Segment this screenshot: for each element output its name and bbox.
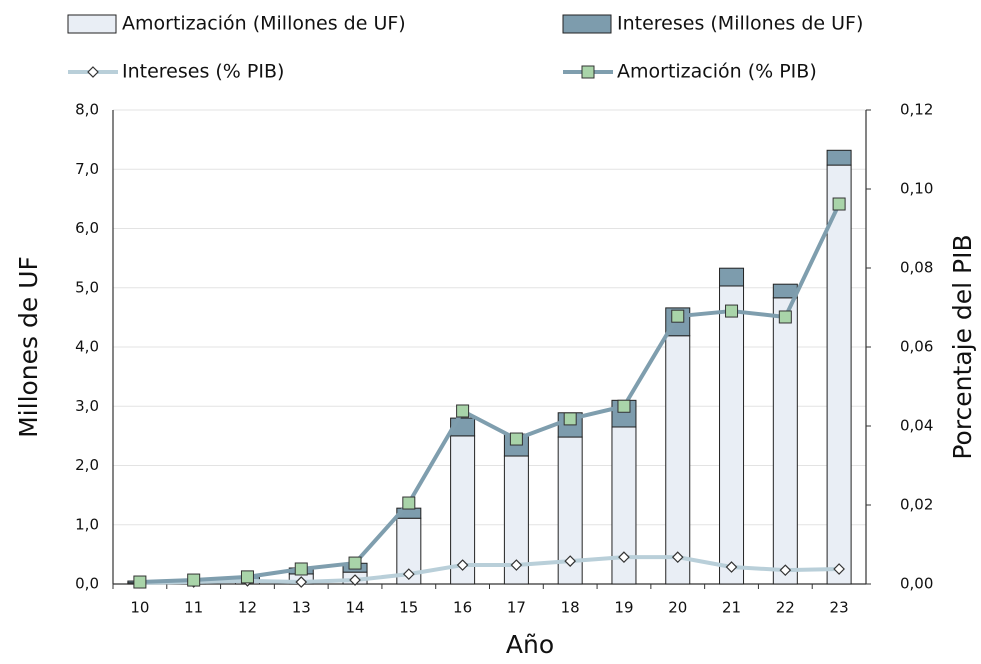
line-marker xyxy=(671,551,684,563)
line-marker xyxy=(618,551,630,563)
x-tick-label: 14 xyxy=(345,599,364,617)
x-tick-label: 15 xyxy=(399,599,418,617)
x-axis-label: Año xyxy=(506,630,554,659)
y-tick-label: 1,0 xyxy=(75,515,99,533)
legend-label: Amortización (Millones de UF) xyxy=(122,13,406,35)
line-marker xyxy=(778,310,792,324)
y2-tick-label: 0,12 xyxy=(900,101,933,119)
line xyxy=(139,203,841,585)
y2-tick-label: 0,02 xyxy=(900,496,933,514)
y2-tick-label: 0,10 xyxy=(900,180,933,198)
x-tick-label: 13 xyxy=(292,599,311,617)
bar xyxy=(665,335,691,585)
bar xyxy=(772,297,798,585)
x-tick-label: 18 xyxy=(561,599,580,617)
line-marker xyxy=(294,562,308,576)
line-marker xyxy=(402,568,415,580)
legend-swatch xyxy=(67,14,117,34)
x-tick-label: 11 xyxy=(184,599,203,617)
line-marker xyxy=(617,399,631,413)
y2-tick-label: 0,08 xyxy=(900,259,933,277)
line-marker xyxy=(671,309,685,323)
line-marker xyxy=(348,556,362,570)
x-tick-label: 20 xyxy=(668,599,687,617)
line-marker xyxy=(833,563,845,575)
line-marker xyxy=(240,570,254,584)
x-tick-label: 19 xyxy=(614,599,633,617)
line-marker xyxy=(402,496,416,510)
y-tick-label: 2,0 xyxy=(75,456,99,474)
line-marker xyxy=(832,197,846,211)
y-tick-label: 3,0 xyxy=(75,397,99,415)
y2-tick-label: 0,00 xyxy=(900,575,933,593)
line-marker xyxy=(187,573,201,587)
y-tick-label: 0,0 xyxy=(75,575,99,593)
legend-label: Intereses (Millones de UF) xyxy=(617,13,863,35)
line-marker xyxy=(509,432,523,446)
line-marker xyxy=(295,576,308,588)
line-marker xyxy=(456,404,470,418)
x-tick-label: 22 xyxy=(776,599,795,617)
line-marker xyxy=(725,304,739,318)
bar xyxy=(719,285,745,585)
y2-tick-label: 0,04 xyxy=(900,417,933,435)
line xyxy=(139,555,840,585)
y2-tick-label: 0,06 xyxy=(900,338,933,356)
line-marker xyxy=(725,561,738,573)
line-marker xyxy=(563,412,577,426)
line-marker xyxy=(779,564,792,577)
bar xyxy=(826,164,852,585)
line-marker xyxy=(564,555,577,567)
bar xyxy=(826,149,852,166)
y2-axis-label: Porcentaje del PIB xyxy=(948,234,977,459)
y-tick-label: 6,0 xyxy=(75,219,99,237)
x-tick-label: 23 xyxy=(830,599,849,617)
line-marker xyxy=(349,574,361,586)
legend-marker xyxy=(87,66,99,78)
y-tick-label: 7,0 xyxy=(75,160,99,178)
y-tick-label: 8,0 xyxy=(75,101,99,119)
legend-marker xyxy=(581,65,595,79)
x-tick-label: 10 xyxy=(130,599,149,617)
x-tick-label: 17 xyxy=(507,599,526,617)
legend-swatch xyxy=(562,14,612,34)
x-tick-label: 16 xyxy=(453,599,472,617)
line-marker xyxy=(133,575,147,589)
y-axis-label: Millones de UF xyxy=(14,256,43,438)
legend-label: Intereses (% PIB) xyxy=(122,61,284,83)
line-marker xyxy=(456,559,469,571)
y-tick-label: 5,0 xyxy=(75,278,99,296)
y-tick-label: 4,0 xyxy=(75,338,99,356)
x-tick-label: 21 xyxy=(722,599,741,617)
x-tick-label: 12 xyxy=(238,599,257,617)
line-marker xyxy=(510,559,523,571)
legend-label: Amortización (% PIB) xyxy=(617,61,817,83)
bar xyxy=(719,267,745,287)
